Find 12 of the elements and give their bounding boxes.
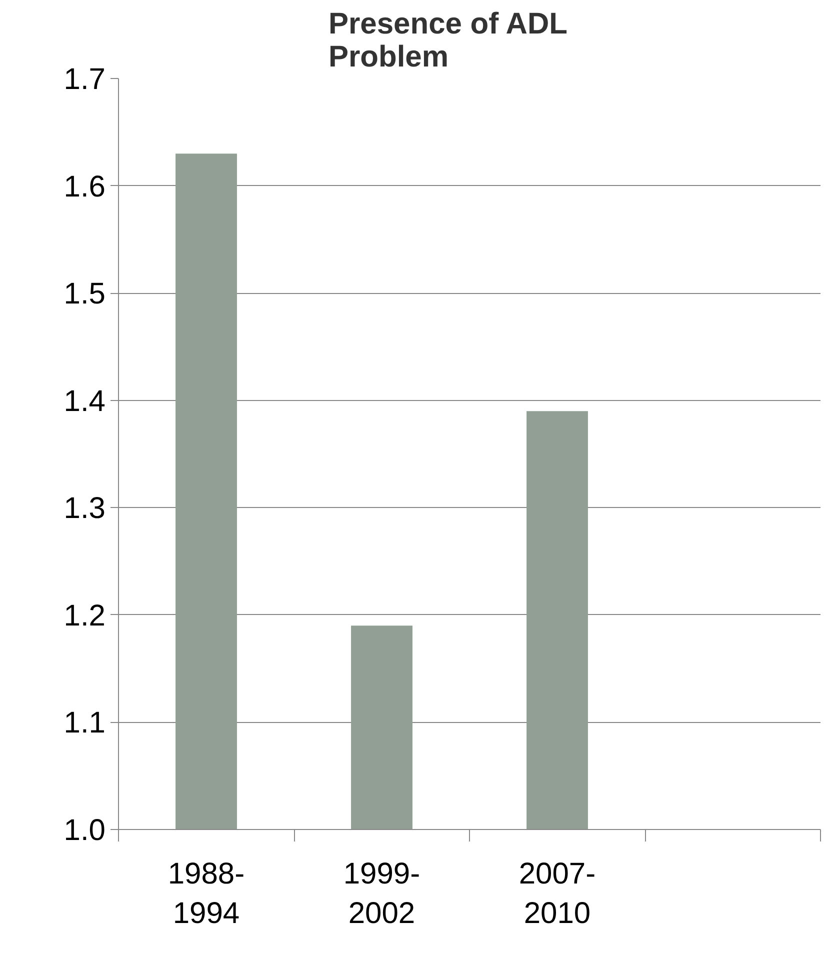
y-tick-label: 1.1 — [64, 706, 106, 740]
y-tick-label: 1.4 — [64, 384, 106, 418]
y-tick-label: 1.5 — [64, 278, 106, 311]
x-tick-label: 1999-2002 — [343, 858, 420, 930]
x-tick-label: 2007-2010 — [518, 858, 596, 930]
y-tick-label: 1.2 — [64, 599, 106, 632]
y-tick-label: 1.7 — [64, 63, 106, 96]
y-tick-label: 1.6 — [64, 170, 106, 204]
y-tick-label: 1.3 — [64, 492, 106, 526]
chart-title: Presence of ADL Problem — [328, 8, 568, 74]
y-tick-label: 1.0 — [64, 814, 106, 847]
x-tick-label: 1988-1994 — [168, 858, 245, 930]
